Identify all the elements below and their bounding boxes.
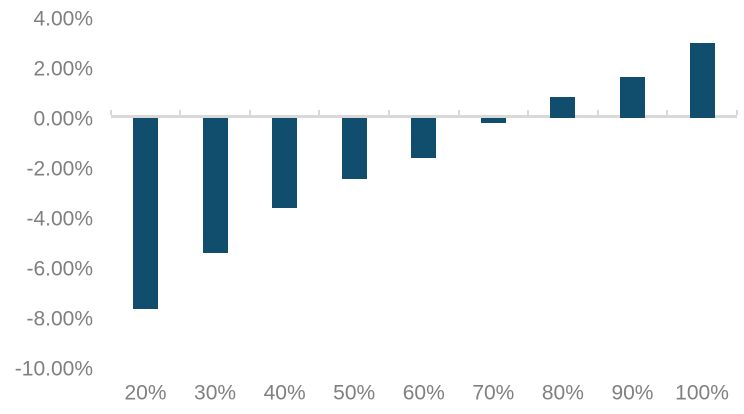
y-axis-tick-label: 0.00% [33,107,93,131]
x-axis-tick-label: 100% [675,381,729,405]
axis-tick-mark [596,109,599,115]
bar-50% [341,117,367,180]
x-axis-tick-label: 30% [194,381,237,405]
y-axis-tick-label: -4.00% [26,207,93,231]
bar-60% [411,117,437,158]
axis-tick-mark [666,109,669,115]
axis-tick-mark [109,109,112,115]
axis-tick-mark [318,109,321,115]
bar-90% [619,76,645,118]
y-axis-tick-label: -10.00% [14,357,93,381]
x-axis-tick-label: 50% [333,381,376,405]
y-axis-tick-label: -6.00% [26,257,93,281]
bar-40% [272,117,298,208]
bar-80% [550,96,576,118]
bar-20% [132,117,158,310]
x-axis-tick-label: 20% [124,381,167,405]
y-axis-tick-label: -2.00% [26,157,93,181]
y-axis: 4.00% 2.00% 0.00% -2.00% -4.00% -6.00% -8.00% -… [0,0,93,414]
x-axis-tick-label: 70% [472,381,515,405]
x-axis-tick-label: 80% [541,381,584,405]
axis-tick-mark [457,109,460,115]
axis-tick-mark [179,109,182,115]
axis-tick-mark [527,109,530,115]
y-axis-tick-label: 4.00% [33,7,93,31]
bar-30% [202,117,228,253]
y-axis-tick-label: -8.00% [26,307,93,331]
x-axis-tick-label: 90% [611,381,654,405]
x-axis-tick-label: 40% [263,381,306,405]
axis-tick-mark [735,109,738,115]
y-axis-tick-label: 2.00% [33,57,93,81]
axis-tick-mark [248,109,251,115]
bar-100% [689,42,715,118]
x-axis-line [110,115,737,118]
x-axis-tick-label: 60% [402,381,445,405]
bar-70% [480,117,506,123]
axis-tick-mark [387,109,390,115]
